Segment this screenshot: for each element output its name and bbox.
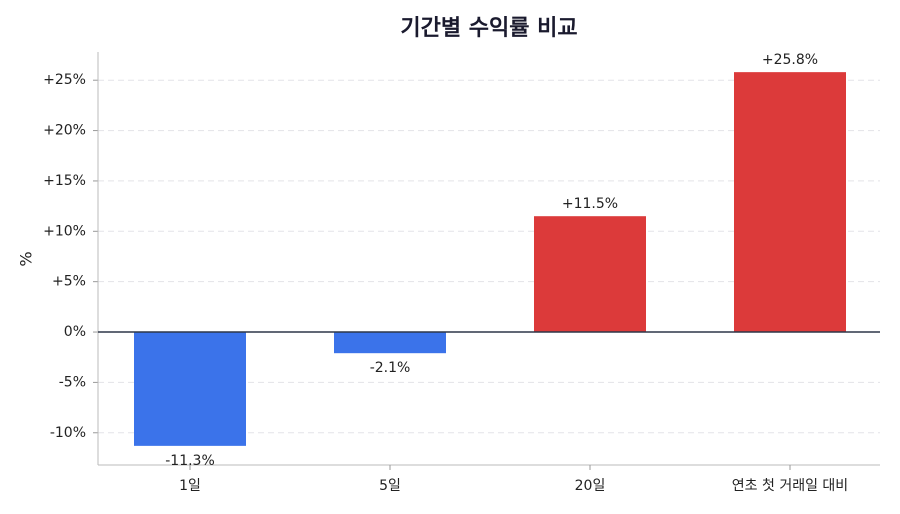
y-tick-label: +25% <box>43 72 86 88</box>
x-tick-label: 20일 <box>575 478 606 494</box>
x-tick-label: 연초 첫 거래일 대비 <box>732 478 848 494</box>
x-tick-label: 5일 <box>379 478 401 494</box>
bar <box>734 72 846 333</box>
y-axis-label: % <box>17 251 36 266</box>
bar <box>534 216 646 333</box>
value-label: -11.3% <box>165 453 215 469</box>
y-tick-label: -5% <box>59 374 86 390</box>
value-label: -2.1% <box>370 360 411 376</box>
y-tick-label: -10% <box>50 425 86 441</box>
x-tick-label: 1일 <box>179 478 201 494</box>
y-tick-label: +5% <box>52 274 86 290</box>
value-label: +25.8% <box>762 52 818 68</box>
y-tick-label: +10% <box>43 223 86 239</box>
chart-title: 기간별 수익률 비교 <box>400 16 577 41</box>
value-label: +11.5% <box>562 196 618 212</box>
y-tick-label: +20% <box>43 123 86 139</box>
y-tick-label: +15% <box>43 173 86 189</box>
y-tick-label: 0% <box>64 324 86 340</box>
bar <box>334 332 446 354</box>
bar <box>134 332 246 446</box>
